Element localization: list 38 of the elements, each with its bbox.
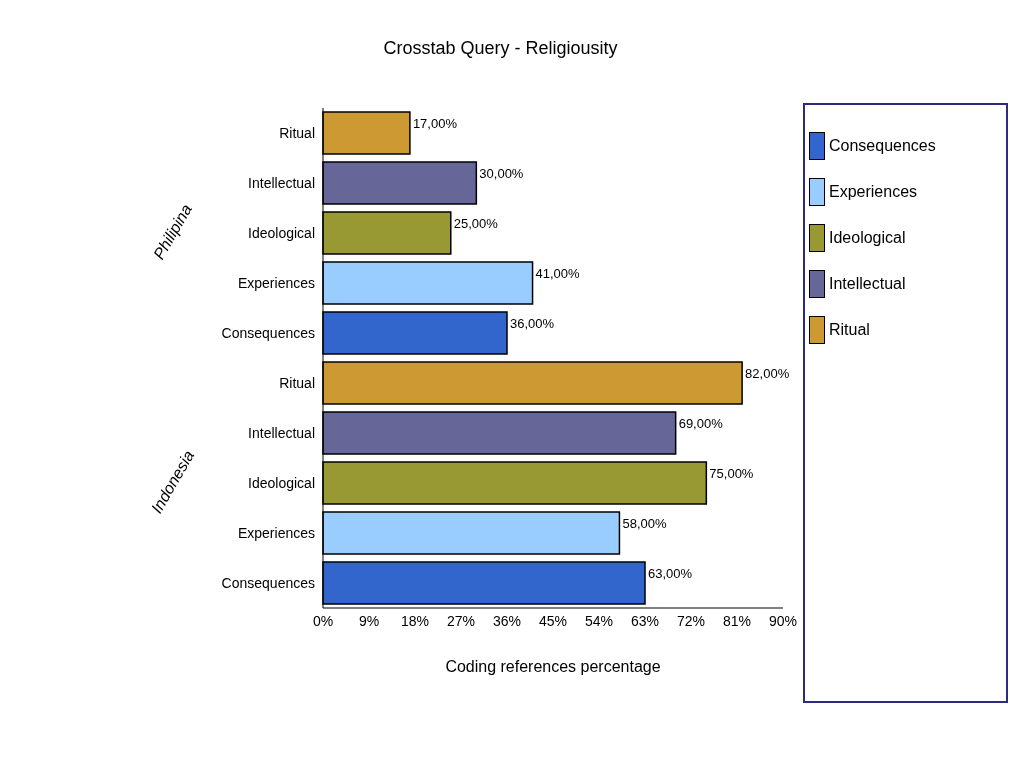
- y-tick-label: Ideological: [248, 224, 315, 241]
- data-label: 82,00%: [745, 366, 790, 382]
- y-tick-label: Ritual: [279, 124, 315, 141]
- data-label: 17,00%: [412, 116, 458, 132]
- y-tick-label: Experiences: [237, 524, 315, 541]
- legend-label: Ideological: [828, 228, 907, 248]
- y-tick-label: Ideological: [248, 474, 315, 491]
- y-tick-label: Intellectual: [248, 174, 315, 191]
- data-label: 41,00%: [535, 266, 581, 282]
- y-tick-label: Intellectual: [248, 424, 315, 441]
- y-tick-label: Consequences: [221, 574, 315, 591]
- legend-label: Ritual: [828, 320, 871, 340]
- y-tick-label: Experiences: [237, 274, 315, 291]
- y-tick-label: Consequences: [221, 324, 315, 341]
- x-tick-label: 0%: [312, 612, 334, 629]
- x-tick-label: 27%: [446, 612, 476, 629]
- data-label: 63,00%: [648, 566, 693, 582]
- x-tick-label: 18%: [400, 612, 430, 629]
- x-tick-label: 54%: [584, 612, 614, 629]
- data-label: 36,00%: [510, 316, 555, 332]
- legend-label: Intellectual: [828, 274, 907, 294]
- x-tick-label: 45%: [538, 612, 568, 629]
- data-label: 25,00%: [453, 216, 499, 232]
- x-tick-label: 63%: [630, 612, 660, 629]
- x-tick-label: 72%: [676, 612, 706, 629]
- x-axis-title: Coding references percentage: [444, 658, 662, 676]
- chart-title: Crosstab Query - Religiousity: [382, 38, 619, 59]
- x-tick-label: 81%: [722, 612, 752, 629]
- legend-label: Experiences: [828, 182, 919, 202]
- legend-label: Consequences: [828, 136, 937, 156]
- data-label: 30,00%: [479, 166, 524, 182]
- y-tick-label: Ritual: [279, 374, 315, 391]
- data-label: 58,00%: [622, 516, 667, 532]
- x-tick-label: 36%: [492, 612, 522, 629]
- data-label: 69,00%: [678, 416, 724, 432]
- data-label: 75,00%: [709, 466, 754, 482]
- x-tick-label: 90%: [768, 612, 798, 629]
- x-tick-label: 9%: [358, 612, 380, 629]
